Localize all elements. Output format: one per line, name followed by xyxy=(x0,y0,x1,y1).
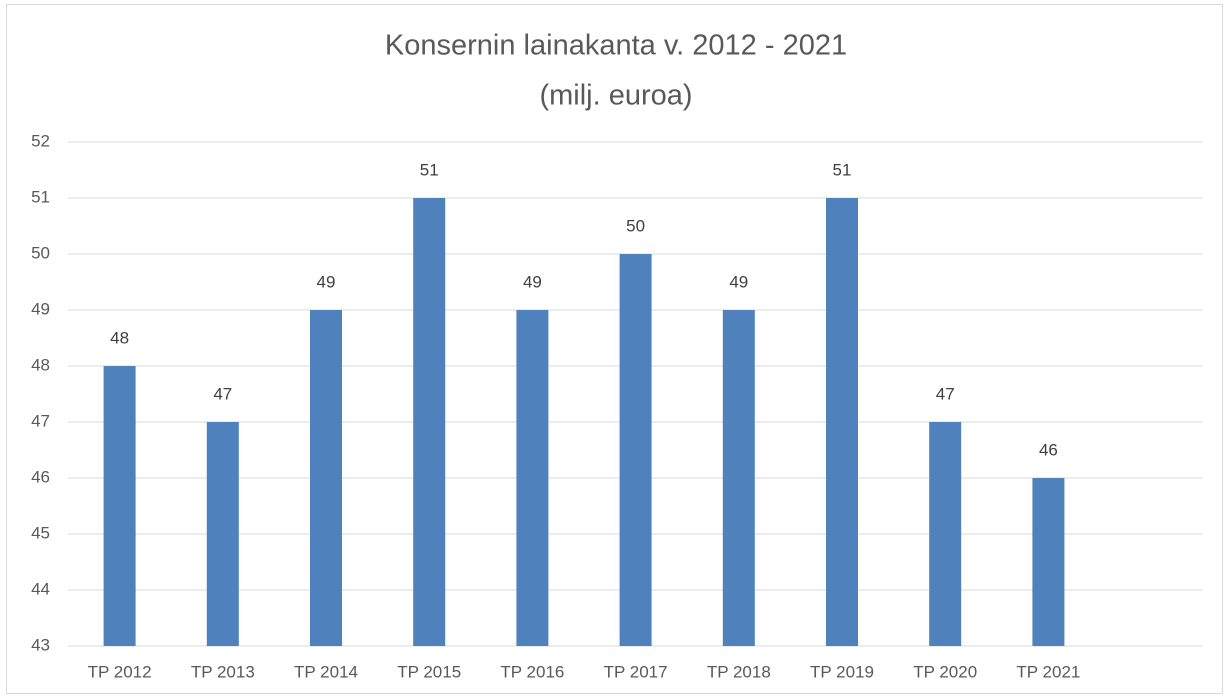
bar xyxy=(1032,478,1065,646)
bar xyxy=(206,422,239,646)
chart-subtitle: (milj. euroa) xyxy=(539,80,692,112)
value-label: 46 xyxy=(1039,440,1058,459)
bar xyxy=(413,198,446,646)
x-tick-label: TP 2017 xyxy=(604,662,668,681)
bar xyxy=(619,254,652,646)
y-tick-label: 49 xyxy=(31,299,50,318)
value-label: 49 xyxy=(523,272,542,291)
x-tick-label: TP 2020 xyxy=(913,662,977,681)
chart-title: Konsernin lainakanta v. 2012 - 2021 xyxy=(385,30,847,62)
y-tick-label: 47 xyxy=(31,411,50,430)
x-tick-label: TP 2016 xyxy=(500,662,564,681)
bar xyxy=(516,310,549,646)
y-tick-label: 46 xyxy=(31,467,50,486)
y-tick-label: 51 xyxy=(31,187,50,206)
value-label: 50 xyxy=(626,216,645,235)
bar xyxy=(103,366,136,646)
y-tick-label: 44 xyxy=(31,579,50,598)
y-tick-label: 45 xyxy=(31,523,50,542)
value-label: 47 xyxy=(213,384,232,403)
x-tick-label: TP 2015 xyxy=(397,662,461,681)
x-tick-label: TP 2019 xyxy=(810,662,874,681)
value-label: 47 xyxy=(936,384,955,403)
value-label: 49 xyxy=(317,272,336,291)
x-tick-label: TP 2012 xyxy=(88,662,152,681)
y-tick-label: 43 xyxy=(31,635,50,654)
value-label: 51 xyxy=(833,160,852,179)
y-tick-label: 50 xyxy=(31,243,50,262)
bar xyxy=(722,310,755,646)
x-tick-label: TP 2018 xyxy=(707,662,771,681)
x-tick-label: TP 2013 xyxy=(191,662,255,681)
value-label: 51 xyxy=(420,160,439,179)
x-tick-label: TP 2021 xyxy=(1016,662,1080,681)
value-label: 48 xyxy=(110,328,129,347)
bar xyxy=(310,310,342,646)
x-tick-label: TP 2014 xyxy=(294,662,358,681)
value-label: 49 xyxy=(729,272,748,291)
y-tick-label: 52 xyxy=(31,131,50,150)
bar xyxy=(929,422,962,646)
y-tick-label: 48 xyxy=(31,355,50,374)
bar xyxy=(826,198,858,646)
